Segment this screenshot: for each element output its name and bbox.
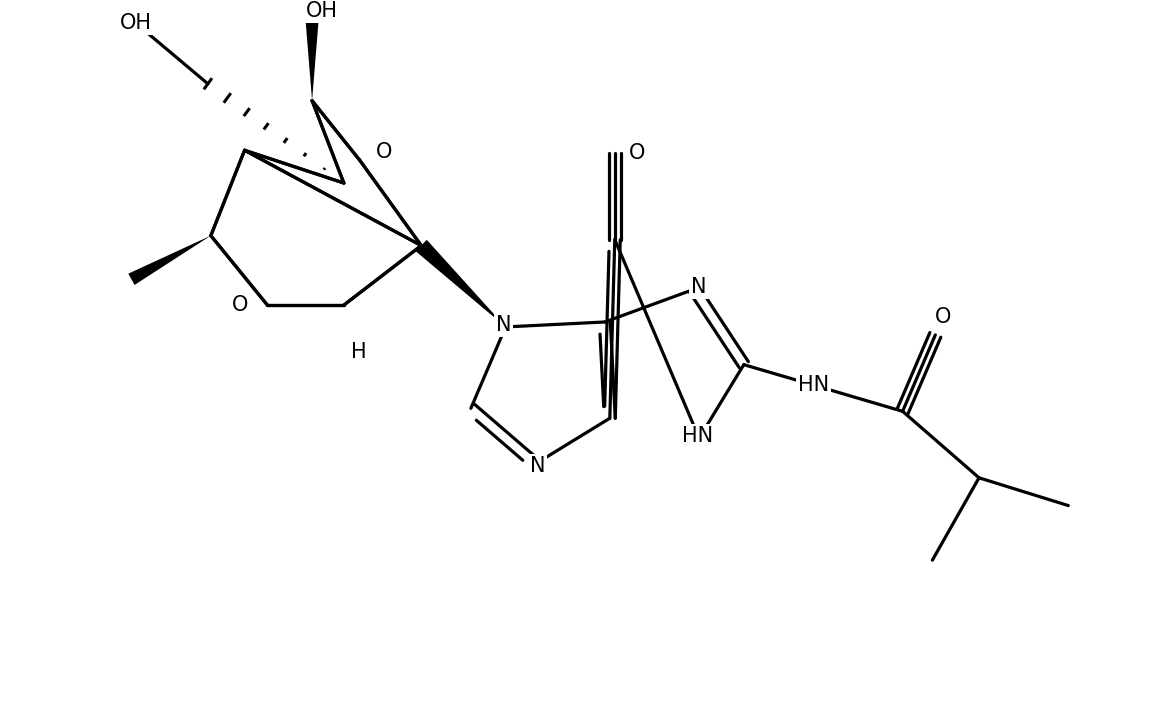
Text: O: O [629,144,645,164]
Text: O: O [232,295,248,315]
Text: OH: OH [119,14,151,34]
Polygon shape [306,21,319,101]
Text: N: N [495,315,512,335]
Text: N: N [529,456,546,476]
Polygon shape [129,236,211,285]
Text: N: N [691,277,707,297]
Text: HN: HN [682,426,713,446]
Text: H: H [351,342,367,362]
Text: HN: HN [797,375,829,395]
Polygon shape [416,240,506,327]
Text: N: N [495,315,512,335]
Text: OH: OH [306,1,338,21]
Text: O: O [936,307,952,327]
Text: O: O [376,142,392,162]
